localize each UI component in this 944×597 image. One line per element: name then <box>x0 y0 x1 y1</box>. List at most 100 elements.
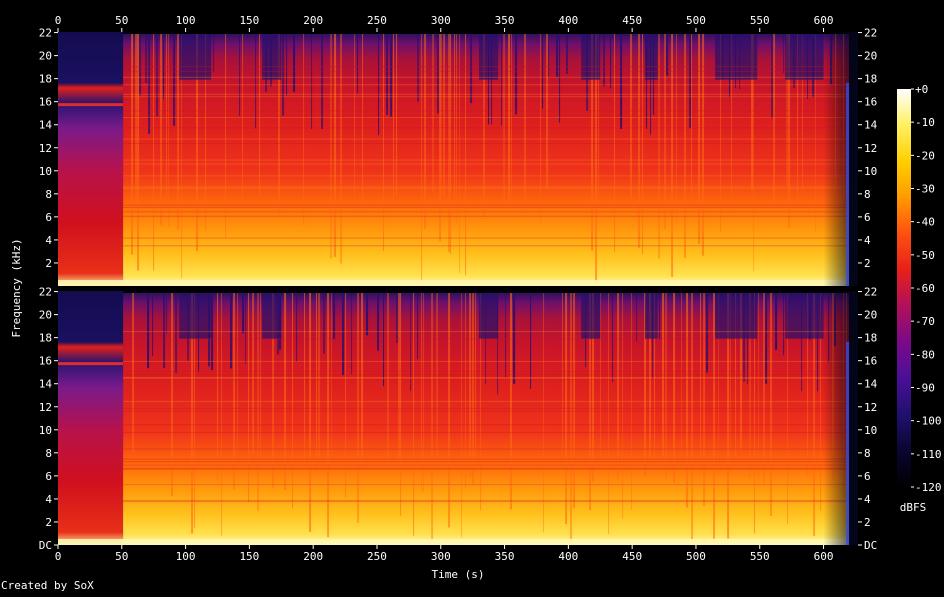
harmonic-line <box>123 467 850 469</box>
colorbar-tick-label: -120 <box>915 481 942 494</box>
colorbar-tick-label: -80 <box>915 348 935 361</box>
harmonic-line <box>123 187 850 189</box>
x-tick-label-top: 300 <box>431 14 451 27</box>
transient-streak <box>751 34 754 190</box>
x-tick-label-bottom: 150 <box>239 550 259 563</box>
spectrogram-panel-1 <box>58 32 858 286</box>
transient-streak <box>676 34 678 224</box>
harmonic-line <box>123 407 850 409</box>
quiet-high-band <box>715 293 758 339</box>
transient-streak <box>749 293 752 478</box>
quiet-high-band <box>262 34 282 80</box>
dark-gap-streak <box>513 293 516 384</box>
dark-gap-streak <box>505 293 507 378</box>
harmonic-line <box>123 485 850 487</box>
dark-gap-streak <box>612 293 614 382</box>
transient-streak <box>740 293 743 450</box>
dark-gap-streak <box>152 293 154 357</box>
harmonic-line <box>123 477 850 479</box>
transient-streak <box>423 293 425 493</box>
transient-streak <box>731 34 733 212</box>
transient-streak <box>508 34 511 208</box>
quiet-high-band <box>479 293 499 339</box>
dark-gap-streak <box>386 34 389 115</box>
transient-streak <box>638 34 641 248</box>
transient-streak <box>754 293 756 534</box>
harmonic-line <box>123 331 850 333</box>
quiet-high-band <box>644 293 658 339</box>
colorbar: +0 -10 -20 -30 -40 -50 -60 -70 -80 -90 -100 -110 -12… <box>897 83 942 494</box>
dark-gap-streak <box>296 293 298 362</box>
transient-streak <box>292 293 294 509</box>
transient-streak <box>459 34 461 274</box>
dark-gap-streak <box>817 293 819 392</box>
colorbar-tick-label: -60 <box>915 282 935 295</box>
harmonic-line <box>123 127 850 129</box>
y-tick-label-right: 14 <box>864 119 878 132</box>
dark-gap-streak <box>771 34 774 119</box>
harmonic-line <box>123 116 850 118</box>
quiet-high-band <box>262 293 282 339</box>
transient-streak <box>166 34 168 200</box>
y-tick-label-left: 22 <box>39 27 52 40</box>
y-tick-label-left: 16 <box>39 355 52 368</box>
harmonic-line <box>123 338 850 340</box>
dark-gap-streak <box>166 293 168 334</box>
y-tick-label-right: 18 <box>864 73 877 86</box>
transient-streak <box>278 34 281 215</box>
y-tick-label-left: 4 <box>45 493 52 506</box>
dark-gap-streak <box>566 34 569 74</box>
x-tick-label-top: 500 <box>686 14 706 27</box>
x-tick-label-top: 100 <box>176 14 196 27</box>
y-tick-label-left: 8 <box>45 188 52 201</box>
transient-streak <box>565 293 568 525</box>
y-tick-label-left: 18 <box>39 332 52 345</box>
quiet-high-band <box>715 34 758 80</box>
harmonic-line <box>123 142 850 144</box>
transient-streak <box>260 293 262 467</box>
colorbar-gradient <box>897 89 911 487</box>
transient-streak <box>546 34 549 189</box>
x-tick-label-bottom: 400 <box>558 550 578 563</box>
transient-streak <box>681 293 683 458</box>
transient-streak <box>259 34 261 199</box>
y-tick-label-left: 4 <box>45 234 52 247</box>
intro-tone-line <box>58 362 124 366</box>
x-tick-label-top: 150 <box>239 14 259 27</box>
dark-gap-streak <box>417 293 419 360</box>
transient-streak <box>642 34 644 254</box>
y-tick-label-left: 10 <box>39 165 52 178</box>
y-tick-label-right: DC <box>864 539 877 552</box>
transient-streak <box>181 34 183 279</box>
transient-streak <box>622 293 624 520</box>
harmonic-line <box>123 377 850 379</box>
dark-gap-streak <box>410 293 412 392</box>
transient-streak <box>480 293 482 511</box>
y-tick-label-right: 2 <box>864 257 871 270</box>
dark-gap-streak <box>255 34 257 129</box>
harmonic-line <box>123 76 850 78</box>
dark-gap-streak <box>173 34 176 126</box>
x-tick-label-bottom: 100 <box>176 550 196 563</box>
transient-streak <box>432 34 435 192</box>
transient-streak <box>303 34 305 226</box>
y-tick-label-right: 8 <box>864 188 871 201</box>
end-edge <box>846 341 850 545</box>
dark-gap-streak <box>556 34 559 77</box>
dark-gap-streak <box>706 293 709 373</box>
dark-gap-streak <box>323 293 326 354</box>
transient-streak <box>221 293 223 536</box>
dark-gap-streak <box>765 293 768 384</box>
dark-gap-streak <box>145 34 148 84</box>
transient-streak <box>137 34 140 271</box>
transient-streak <box>424 34 427 229</box>
transient-streak <box>718 293 720 478</box>
transient-streak <box>257 293 260 512</box>
transient-streak <box>465 293 467 489</box>
y-tick-label-left: 2 <box>45 516 52 529</box>
transient-streak <box>400 293 402 516</box>
harmonic-line <box>123 378 850 380</box>
dark-gap-streak <box>163 293 166 369</box>
transient-streak <box>153 34 155 271</box>
